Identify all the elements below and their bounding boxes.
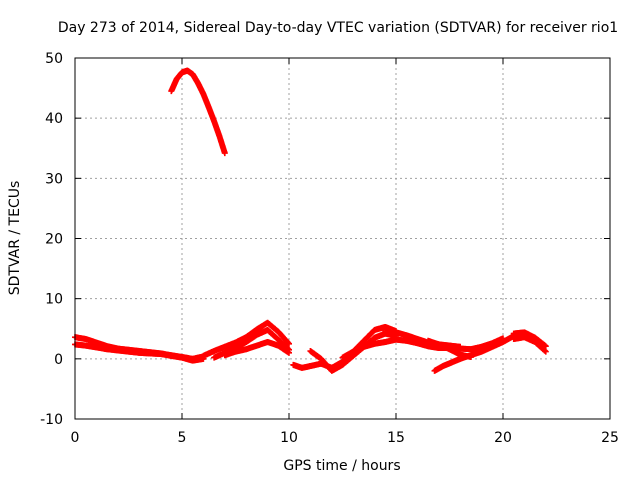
y-tick-label: 0 <box>54 352 63 368</box>
x-tick-label: 10 <box>280 430 298 446</box>
x-tick-label: 5 <box>178 430 187 446</box>
plot-frame <box>74 57 611 420</box>
grid-lines <box>75 58 610 419</box>
y-tick-label: -10 <box>40 412 63 428</box>
data-point <box>286 340 292 347</box>
data-point <box>542 348 549 355</box>
series-arc-high <box>168 67 228 157</box>
x-tick-labels: 0 5 10 15 20 25 <box>71 430 619 446</box>
data-points <box>72 67 549 374</box>
x-tick-label: 20 <box>494 430 512 446</box>
x-tick-label: 15 <box>387 430 405 446</box>
y-tick-label: 50 <box>45 51 63 67</box>
y-axis-label: SDTVAR / TECUs <box>7 181 23 296</box>
series-arc-e <box>221 338 292 359</box>
series-arc-c <box>200 319 292 359</box>
series-arc-k <box>431 332 517 374</box>
chart-title: Day 273 of 2014, Sidereal Day-to-day VTE… <box>58 20 618 36</box>
y-tick-labels: -10 0 10 20 30 40 50 <box>40 51 63 428</box>
series-arc-m <box>510 334 549 355</box>
x-axis-label: GPS time / hours <box>283 458 400 474</box>
y-tick-label: 40 <box>45 111 63 127</box>
y-tick-label: 10 <box>45 292 63 308</box>
x-tick-label: 0 <box>71 430 80 446</box>
y-tick-label: 20 <box>45 232 63 248</box>
data-point <box>221 150 228 157</box>
x-tick-label: 25 <box>601 430 619 446</box>
data-point <box>457 343 464 350</box>
y-tick-label: 30 <box>45 171 63 187</box>
data-point <box>286 349 292 356</box>
series-arc-b <box>72 341 207 364</box>
